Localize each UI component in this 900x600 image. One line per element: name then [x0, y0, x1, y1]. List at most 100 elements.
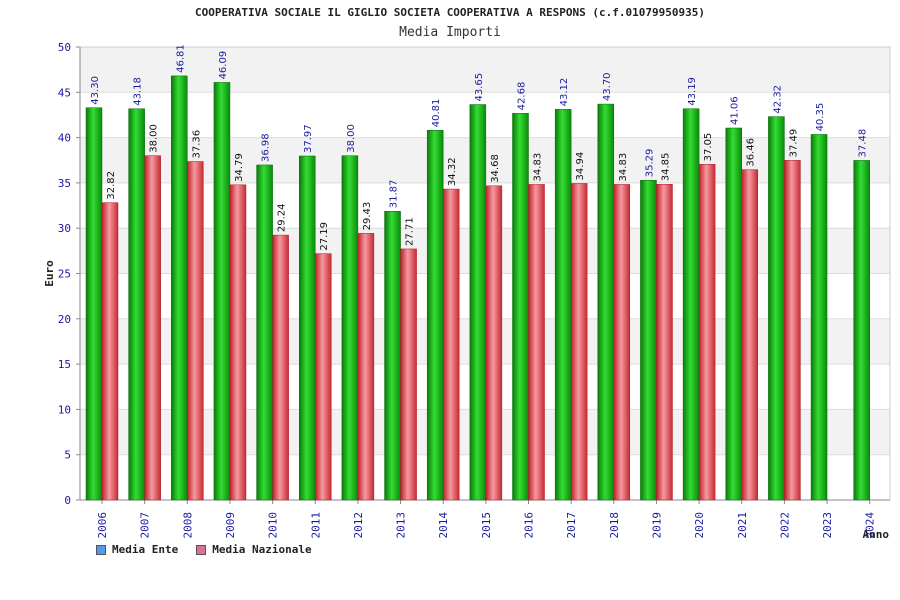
data-label: 37.49 [788, 129, 799, 158]
x-tick-label: 2009 [224, 512, 237, 539]
bar-media-nazionale [315, 253, 332, 501]
bar-media-ente [341, 155, 359, 501]
data-label: 43.19 [687, 77, 698, 106]
data-label: 36.46 [746, 138, 757, 167]
data-label: 27.71 [405, 217, 416, 246]
bar-media-nazionale [784, 160, 801, 501]
legend-item-media-ente: Media Ente [96, 543, 178, 556]
bar-media-nazionale [741, 169, 758, 501]
x-axis-label: Anno [863, 528, 890, 541]
bar-media-nazionale [272, 234, 289, 501]
bar-media-ente [512, 113, 529, 501]
data-label: 31.87 [389, 180, 400, 209]
x-tick-label: 2012 [352, 512, 365, 539]
bar-media-ente [426, 130, 444, 501]
x-tick-label: 2008 [181, 512, 194, 539]
bar-media-ente [597, 103, 615, 501]
data-label: 36.98 [261, 133, 272, 162]
legend-label-media-ente: Media Ente [112, 543, 179, 556]
data-label: 34.85 [660, 153, 671, 182]
bar-media-ente [384, 211, 401, 501]
data-label: 29.43 [362, 202, 373, 231]
data-label: 34.79 [234, 153, 245, 182]
x-tick-label: 2020 [693, 512, 706, 539]
bar-media-nazionale [528, 184, 545, 501]
bar-media-nazionale [187, 161, 204, 501]
bar-media-ente [725, 127, 742, 501]
data-label: 40.35 [815, 103, 826, 132]
data-label: 37.48 [858, 129, 869, 158]
data-label: 43.65 [474, 73, 485, 102]
y-tick-label: 50 [58, 41, 71, 54]
data-label: 43.18 [133, 77, 144, 106]
bar-media-ente [554, 109, 572, 501]
bar-media-nazionale [485, 185, 503, 501]
bar-media-ente [853, 160, 870, 501]
x-tick-label: 2013 [395, 512, 408, 539]
bar-media-nazionale [144, 155, 161, 501]
bar-media-ente [640, 180, 657, 501]
x-tick-label: 2014 [437, 512, 450, 539]
data-label: 38.00 [149, 124, 160, 153]
y-tick-label: 30 [58, 222, 71, 235]
data-label: 34.83 [618, 153, 629, 182]
x-tick-label: 2018 [608, 512, 621, 539]
y-tick-label: 5 [64, 449, 71, 462]
y-tick-label: 20 [58, 313, 71, 326]
bar-media-nazionale [400, 248, 417, 501]
bar-media-nazionale [613, 184, 631, 501]
bar-media-ente [171, 75, 188, 501]
y-tick-label: 35 [58, 177, 71, 190]
bar-media-ente [810, 134, 828, 501]
chart-title: COOPERATIVA SOCIALE IL GIGLIO SOCIETA CO… [195, 6, 705, 19]
bar-media-ente [128, 108, 145, 501]
data-label: 34.94 [575, 152, 586, 181]
x-tick-label: 2019 [650, 512, 663, 539]
y-tick-label: 25 [58, 268, 71, 281]
bar-media-nazionale [442, 188, 460, 501]
y-tick-label: 10 [58, 403, 71, 416]
bar-media-nazionale [357, 233, 375, 501]
y-tick-label: 40 [58, 132, 71, 145]
x-tick-label: 2022 [778, 512, 791, 539]
data-label: 37.97 [303, 124, 314, 153]
x-tick-label: 2016 [523, 512, 536, 539]
bar-media-ente [768, 116, 785, 501]
x-tick-label: 2024 [864, 512, 877, 539]
data-label: 46.09 [218, 51, 229, 80]
x-tick-label: 2007 [139, 512, 152, 539]
data-label: 41.06 [730, 96, 741, 125]
bar-media-nazionale [698, 164, 716, 501]
bar-media-ente [213, 82, 231, 501]
data-label: 29.24 [277, 203, 288, 232]
x-tick-label: 2021 [736, 512, 749, 539]
data-label: 37.36 [191, 130, 202, 159]
grid-band [80, 47, 890, 93]
data-label: 38.00 [346, 124, 357, 153]
data-label: 43.12 [559, 78, 570, 107]
data-label: 35.29 [644, 149, 655, 178]
x-tick-label: 2010 [267, 512, 280, 539]
bar-media-ente [256, 164, 273, 501]
x-tick-label: 2017 [565, 512, 578, 539]
x-tick-label: 2011 [309, 512, 322, 539]
y-tick-label: 45 [58, 86, 71, 99]
chart-subtitle: Media Importi [399, 25, 501, 40]
bar-media-ente [682, 108, 700, 501]
x-tick-label: 2015 [480, 512, 493, 539]
bar-media-nazionale [656, 184, 673, 501]
bar-media-nazionale [570, 183, 588, 501]
bar-media-nazionale [101, 202, 119, 501]
data-label: 37.05 [703, 133, 714, 162]
y-tick-label: 15 [58, 358, 71, 371]
chart-legend: Media Ente Media Nazionale [96, 543, 312, 556]
data-label: 32.82 [106, 171, 117, 200]
legend-swatch-media-nazionale [196, 544, 207, 555]
data-label: 34.32 [447, 157, 458, 186]
data-label: 46.81 [175, 44, 186, 73]
x-tick-label: 2006 [96, 512, 109, 539]
bar-media-ente [299, 155, 316, 501]
data-label: 42.68 [517, 82, 528, 111]
bar-media-ente [85, 107, 103, 501]
